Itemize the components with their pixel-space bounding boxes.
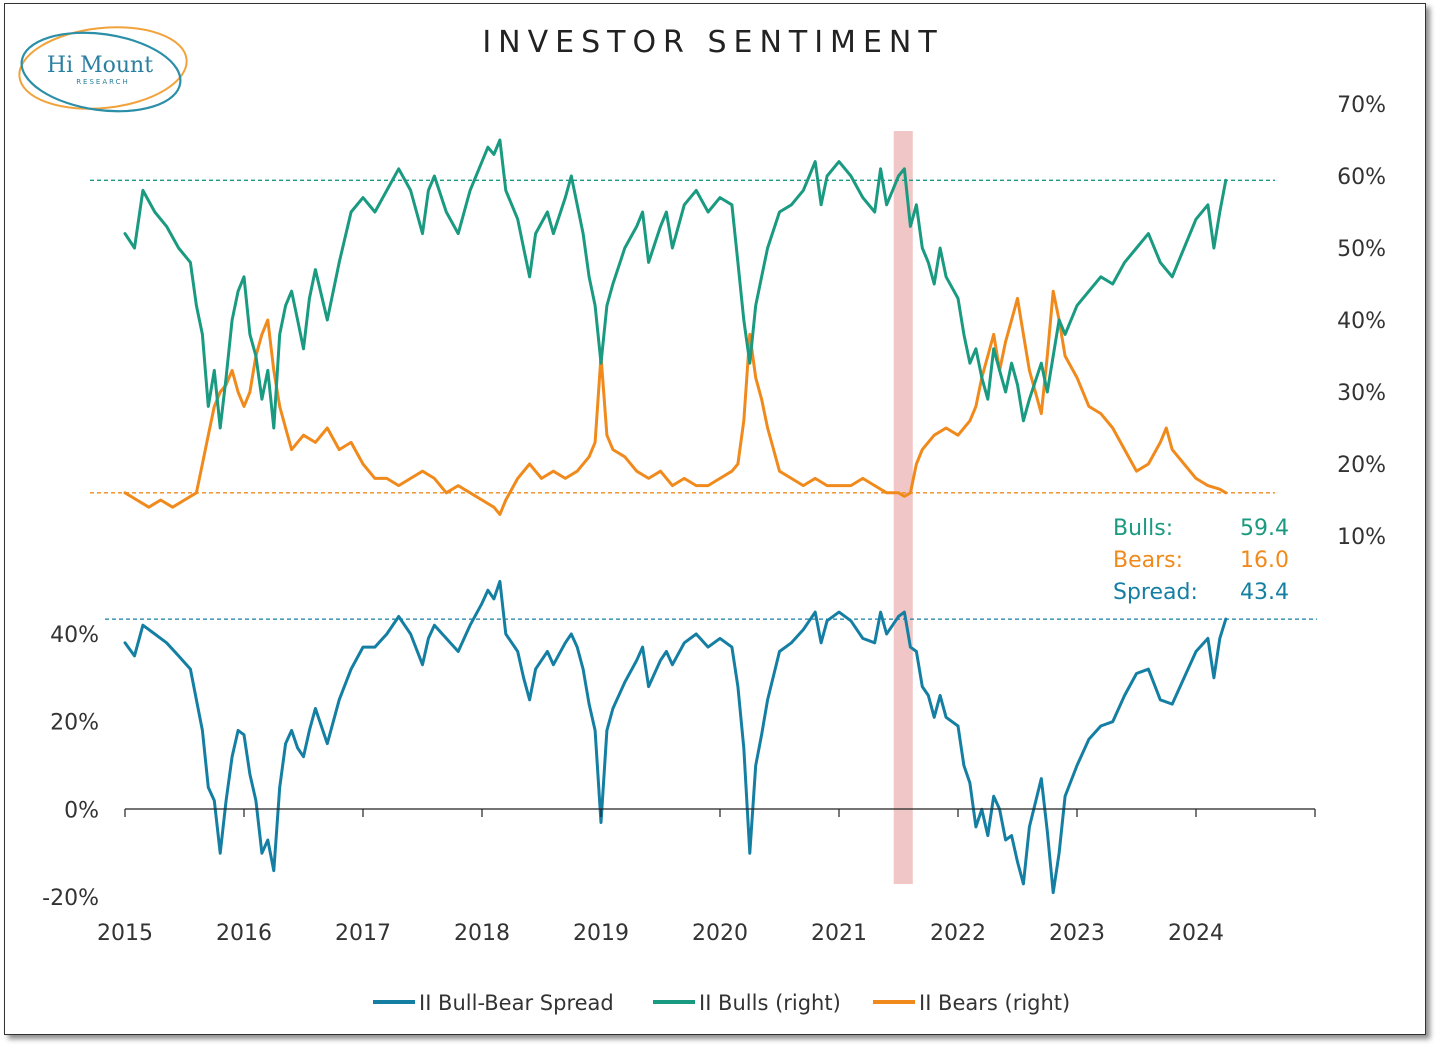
x-tick-label: 2024 [1168, 921, 1224, 946]
chart-title: INVESTOR SENTIMENT [482, 25, 943, 60]
right-tick-label: 60% [1337, 165, 1386, 190]
x-tick-label: 2020 [692, 921, 748, 946]
bulls-value: 59.4 [1240, 516, 1289, 541]
x-tick-label: 2015 [97, 921, 153, 946]
spread-label: Spread: [1113, 580, 1198, 605]
chart-frame: Hi Mount RESEARCH INVESTOR SENTIMENT 70%… [4, 3, 1426, 1035]
legend: II Bull-Bear Spread II Bulls (right) II … [373, 991, 1070, 1015]
right-tick-label: 40% [1337, 309, 1386, 334]
right-axis: 70% 60% 50% 40% 30% 20% 10% [1337, 93, 1386, 550]
right-tick-label: 50% [1337, 237, 1386, 262]
latest-values: Bulls: 59.4 Bears: 16.0 Spread: 43.4 [1113, 516, 1289, 605]
x-tick-label: 2016 [216, 921, 272, 946]
logo: Hi Mount RESEARCH [18, 26, 188, 113]
bears-label: Bears: [1113, 548, 1183, 573]
x-tick-label: 2018 [454, 921, 510, 946]
spread-value: 43.4 [1240, 580, 1289, 605]
x-tick-label: 2023 [1049, 921, 1105, 946]
left-tick-label: -20% [42, 886, 99, 911]
bulls-label: Bulls: [1113, 516, 1173, 541]
left-tick-label: 0% [64, 798, 99, 823]
logo-subtext: RESEARCH [76, 78, 130, 86]
reference-lines [90, 179, 1317, 620]
bears-value: 16.0 [1240, 548, 1289, 573]
chart-svg: Hi Mount RESEARCH INVESTOR SENTIMENT 70%… [18, 25, 1386, 1015]
series-line-spread [123, 579, 1228, 895]
right-tick-label: 20% [1337, 453, 1386, 478]
x-axis: 2015 2016 2017 2018 2019 2020 2021 2022 2023 2024 [97, 809, 1316, 946]
right-tick-label: 30% [1337, 381, 1386, 406]
series-line-bulls [123, 138, 1228, 430]
legend-label-spread: II Bull-Bear Spread [419, 991, 614, 1015]
left-axis: 40% 20% 0% -20% [42, 623, 99, 911]
legend-label-bears: II Bears (right) [919, 991, 1070, 1015]
series-layer [123, 138, 1228, 895]
left-tick-label: 40% [50, 623, 99, 648]
x-tick-label: 2022 [930, 921, 986, 946]
highlight-band [893, 131, 913, 884]
x-tick-label: 2019 [573, 921, 629, 946]
left-tick-label: 20% [50, 711, 99, 736]
x-tick-label: 2021 [811, 921, 867, 946]
right-tick-label: 70% [1337, 93, 1386, 118]
series-line-bears [123, 289, 1228, 516]
right-tick-label: 10% [1337, 525, 1386, 550]
logo-text: Hi Mount [47, 53, 153, 78]
legend-label-bulls: II Bulls (right) [699, 991, 841, 1015]
x-tick-label: 2017 [335, 921, 391, 946]
